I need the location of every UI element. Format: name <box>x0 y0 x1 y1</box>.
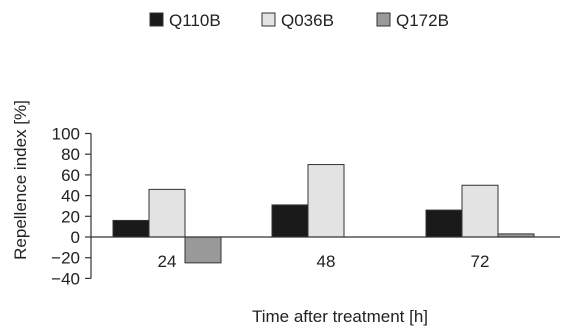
legend-label: Q036B <box>281 11 334 30</box>
legend: Q110B Q036B Q172B <box>149 11 449 30</box>
y-tick-label: 80 <box>61 145 80 164</box>
legend-swatch-Q110B <box>149 12 164 27</box>
y-tick-label: −20 <box>51 249 80 268</box>
x-axis-label: Time after treatment [h] <box>252 307 428 326</box>
bar-Q110B-48 <box>271 204 309 238</box>
y-tick-label: 20 <box>61 207 80 226</box>
y-axis-label: Repellence index [%] <box>11 100 30 260</box>
x-tick-label: 72 <box>471 252 490 271</box>
bar-Q172B-24 <box>184 236 222 264</box>
y-tick-label: 100 <box>52 125 80 144</box>
y-tick-label: −40 <box>51 269 80 288</box>
y-tick-label: 60 <box>61 166 80 185</box>
bar-Q110B-72 <box>425 209 463 238</box>
x-tick-labels: 24 48 72 <box>158 252 490 271</box>
x-tick-label: 24 <box>158 252 177 271</box>
legend-label: Q110B <box>169 11 221 30</box>
legend-swatch-Q036B <box>261 12 276 27</box>
y-tick-label: 40 <box>61 187 80 206</box>
x-tick-label: 48 <box>317 252 336 271</box>
bar-Q036B-24 <box>148 188 186 238</box>
bar-Q036B-48 <box>307 164 345 238</box>
y-tick-label: 0 <box>71 228 80 247</box>
bar-Q110B-24 <box>112 219 150 238</box>
legend-swatch-Q172B <box>376 12 391 27</box>
bar-Q036B-72 <box>461 184 499 238</box>
bars <box>112 164 535 264</box>
legend-label: Q172B <box>396 11 449 30</box>
